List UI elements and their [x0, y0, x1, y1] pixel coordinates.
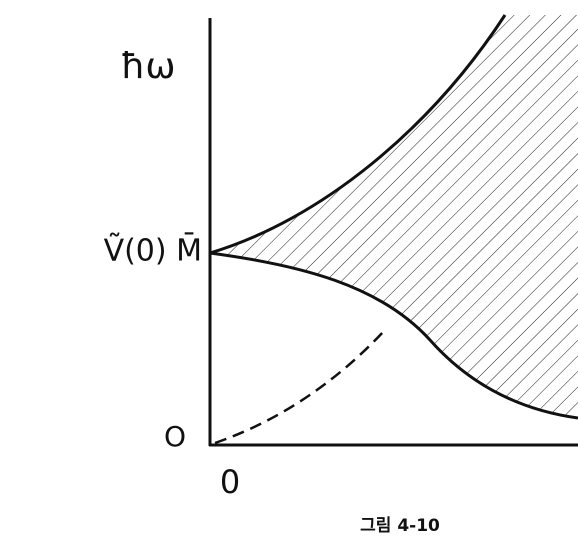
hatched-region	[210, 15, 578, 418]
lower-curve	[209, 251, 578, 420]
caption: 그림 4-10	[360, 516, 440, 536]
y-mark: Ṽ(0) M̄	[104, 232, 202, 268]
y-origin: O	[164, 420, 186, 453]
dashed-curve	[214, 329, 386, 445]
upper-curve	[209, 14, 507, 255]
x-origin: 0	[220, 463, 240, 501]
y-label: ħω	[120, 46, 175, 87]
